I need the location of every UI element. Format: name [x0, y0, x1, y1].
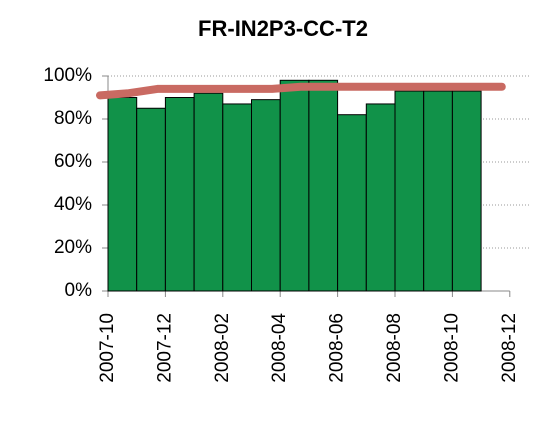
bar [279, 79, 310, 292]
x-tick-label: 2007-10 [97, 313, 118, 383]
y-tick-label: 0% [65, 280, 93, 301]
y-tick-label: 80% [54, 108, 92, 129]
bar [365, 103, 396, 292]
y-tick-label: 40% [54, 194, 92, 215]
y-tick-label: 60% [54, 151, 92, 172]
bar [136, 107, 166, 292]
x-tick-label: 2007-12 [154, 313, 175, 383]
y-tick-label: 100% [43, 65, 92, 86]
y-tick-label: 20% [54, 237, 92, 258]
x-tick-label: 2008-02 [212, 313, 233, 383]
bar [251, 99, 281, 292]
bar [308, 79, 339, 292]
bar [451, 90, 482, 292]
bar [222, 103, 253, 292]
bar [107, 97, 138, 292]
bar [164, 97, 195, 292]
bar [423, 90, 453, 292]
bar [193, 92, 224, 292]
bar [337, 114, 367, 292]
x-tick-label: 2008-04 [269, 313, 290, 383]
x-tick-label: 2008-06 [327, 313, 348, 383]
x-tick-label: 2008-08 [384, 313, 405, 383]
bar [394, 90, 425, 292]
x-tick-label: 2008-10 [441, 313, 462, 383]
x-tick-label: 2008-12 [499, 313, 520, 383]
line [96, 82, 506, 100]
chart-title: FR-IN2P3-CC-T2 [198, 16, 368, 41]
